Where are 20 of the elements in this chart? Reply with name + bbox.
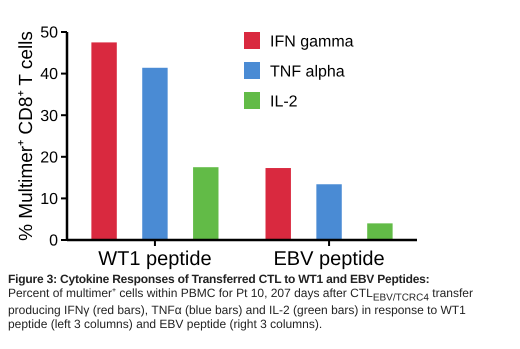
- x-tick-label: WT1 peptide: [98, 248, 212, 270]
- bar: [266, 168, 291, 240]
- bar: [91, 42, 117, 240]
- bar: [142, 68, 168, 240]
- legend-label: TNF alpha: [270, 64, 345, 81]
- y-tick-label: 30: [40, 108, 58, 125]
- y-tick-label: 20: [40, 149, 58, 166]
- text: Figure 3: Cytokine Responses of Transferred CTL to WT1 and EBV Peptides:: [8, 272, 430, 286]
- x-tick-label: EBV peptide: [273, 248, 385, 270]
- legend-label: IL-2: [270, 94, 298, 111]
- y-tick-label: 50: [40, 24, 58, 42]
- y-tick-label: 0: [49, 232, 58, 250]
- bar: [193, 167, 218, 240]
- bar: [316, 184, 342, 240]
- legend-label: IFN gamma: [270, 34, 354, 51]
- y-tick-label: 40: [40, 66, 58, 84]
- y-tick-label: 10: [40, 191, 58, 208]
- y-axis-title: % Multimer⁺ CD8⁺ T cells: [16, 31, 37, 241]
- bar: [367, 223, 393, 240]
- text: Percent of multimer⁺ cells within PBMC for Pt 10, 207 days after CTL$_{EBV/TCRC4}$ transfer producing IFNγ (red bars), TNFα (blue bars) and IL-2 (green bars) in response to WT1 peptide (left 3 columns) and EBV peptide (right 3 columns).: [8, 286, 474, 332]
